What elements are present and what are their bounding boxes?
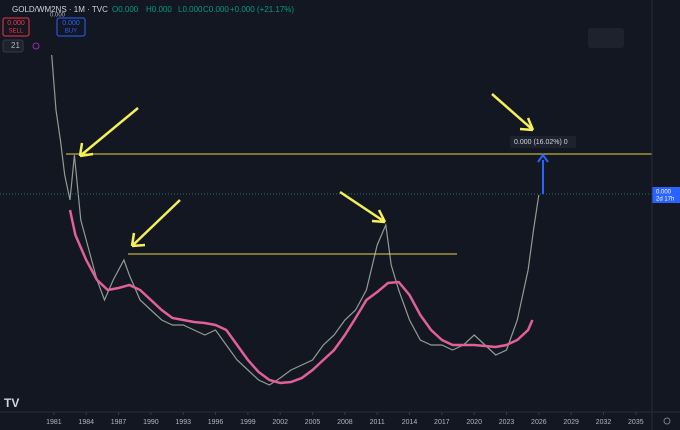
arrows [78, 93, 535, 248]
price-label-box [652, 187, 680, 203]
measure-arrowhead [537, 153, 549, 163]
sell-label: SELL [9, 29, 24, 35]
x-tick-label: 2014 [402, 419, 418, 426]
symbol: GOLD/WM2NS · 1M · TVC [12, 5, 108, 14]
x-tick-label: 2035 [628, 419, 644, 426]
x-tick-label: 2017 [434, 419, 450, 426]
buy-label: BUY [65, 29, 77, 35]
arrow [78, 107, 139, 158]
change: +0.000 (+21.17%) [230, 5, 294, 14]
series-line [51, 54, 540, 386]
x-tick-label: 1999 [240, 419, 256, 426]
settings-icon[interactable] [663, 417, 671, 425]
corner-value: 0.000 [50, 13, 66, 19]
x-tick-label: 1993 [175, 419, 191, 426]
buy-price: 0.000 [62, 20, 80, 27]
arrow [130, 199, 181, 248]
logo: TV [4, 396, 19, 410]
x-tick-label: 2008 [337, 419, 353, 426]
sell-price: 0.000 [7, 20, 25, 27]
arrow [339, 190, 387, 224]
x-tick-label: 2026 [531, 419, 547, 426]
price-label: 0.000 [656, 190, 672, 196]
sell-button[interactable] [2, 17, 30, 37]
low: L0.000 [178, 5, 203, 14]
indicator-count: 21 [11, 41, 20, 50]
measure-box [510, 136, 576, 148]
close: C0.000 [203, 5, 229, 14]
x-tick-label: 2023 [499, 419, 515, 426]
series-line [68, 209, 534, 385]
x-tick-label: 1984 [78, 419, 94, 426]
x-tick-label: 2011 [370, 419, 385, 426]
toolbar-button[interactable] [588, 28, 624, 48]
x-tick-label: 1981 [46, 419, 62, 426]
x-tick-label: 1990 [143, 419, 159, 426]
indicator-icon[interactable] [32, 42, 40, 50]
arrow [491, 93, 535, 132]
x-tick-label: 2029 [563, 419, 579, 426]
countdown: 2d 17h [656, 197, 674, 203]
x-tick-label: 2032 [596, 419, 612, 426]
x-tick-label: 2005 [305, 419, 321, 426]
x-tick-label: 2002 [272, 419, 288, 426]
x-tick-label: 2020 [466, 419, 482, 426]
x-tick-label: 1987 [111, 419, 127, 426]
measure-label: 0.000 (16.02%) 0 [514, 139, 568, 146]
open: O0.000 [112, 5, 139, 14]
buy-button[interactable] [56, 17, 86, 37]
x-tick-label: 1996 [208, 419, 224, 426]
indicator-badge[interactable] [2, 39, 24, 53]
high: H0.000 [146, 5, 172, 14]
